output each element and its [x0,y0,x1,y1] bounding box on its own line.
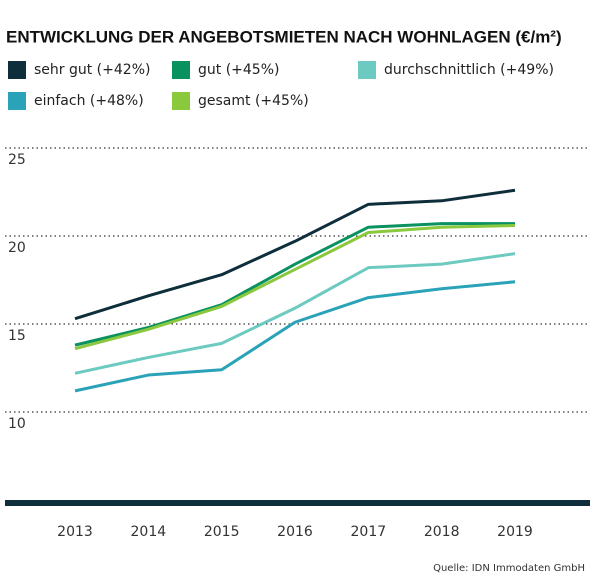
series-line [74,222,515,347]
source: Quelle: IDN Immodaten GmbH [433,563,585,574]
y-tick-label: 10 [8,416,26,432]
x-tick-label: 2019 [497,524,533,540]
legend-swatch [358,61,376,79]
y-tick-label: 25 [8,152,26,168]
legend-swatch [8,61,26,79]
legend-label: einfach (+48%) [34,93,144,109]
x-tick-label: 2015 [204,524,240,540]
series-line [74,252,516,375]
legend-label: gesamt (+45%) [198,93,309,109]
chart-title: ENTWICKLUNG DER ANGEBOTSMIETEN NACH WOHN… [6,27,562,46]
series-line [74,280,516,393]
x-tick-label: 2017 [351,524,387,540]
legend-label: gut (+45%) [198,62,279,78]
x-tick-label: 2014 [131,524,167,540]
legend-swatch [172,92,190,110]
y-tick-label: 15 [8,328,26,344]
y-tick-label: 20 [8,240,26,256]
legend-label: durchschnittlich (+49%) [384,62,554,78]
x-tick-label: 2013 [57,524,93,540]
legend-swatch [8,92,26,110]
x-tick-label: 2016 [277,524,313,540]
legend-label: sehr gut (+42%) [34,62,150,78]
series-line [74,223,516,351]
series-line [74,188,516,321]
x-tick-label: 2018 [424,524,460,540]
legend-swatch [172,61,190,79]
